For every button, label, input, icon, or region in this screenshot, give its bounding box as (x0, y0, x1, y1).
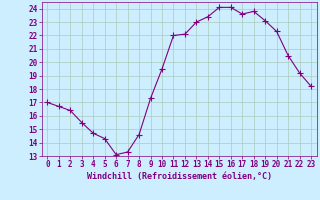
X-axis label: Windchill (Refroidissement éolien,°C): Windchill (Refroidissement éolien,°C) (87, 172, 272, 181)
